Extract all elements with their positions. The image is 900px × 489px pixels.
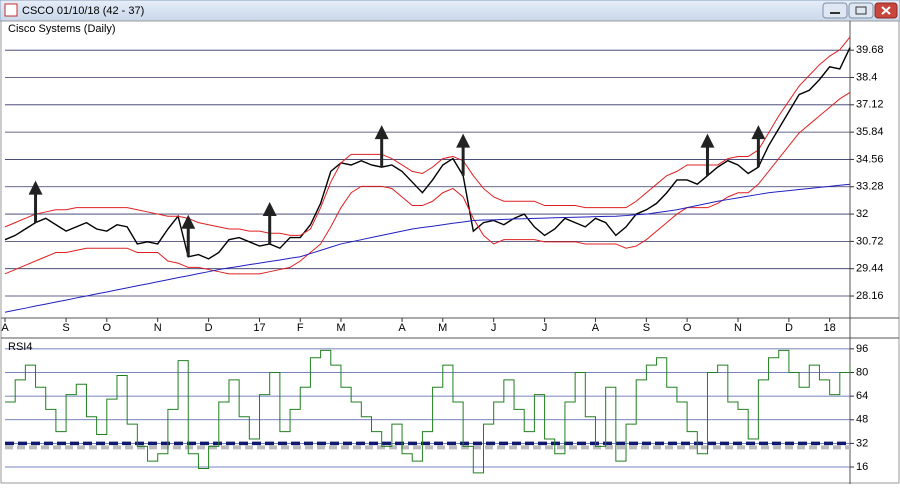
signal-arrow	[28, 180, 43, 223]
x-tick-label: M	[336, 322, 345, 334]
arrow-head	[374, 125, 389, 140]
signal-arrow	[374, 125, 389, 168]
x-tick-label: N	[734, 322, 742, 334]
signal-arrow	[751, 125, 766, 168]
window-buttons	[822, 2, 898, 19]
y-tick-label: 96	[856, 343, 868, 355]
signal-arrow	[456, 133, 471, 176]
x-tick-label: J	[542, 322, 548, 334]
y-tick-label: 32	[856, 208, 868, 220]
arrow-head	[28, 180, 43, 195]
y-tick-label: 29.44	[856, 263, 884, 275]
y-tick-label: 32	[856, 437, 868, 449]
x-tick-label: N	[154, 322, 162, 334]
maximize-button[interactable]	[848, 2, 874, 19]
arrow-head	[456, 133, 471, 148]
minimize-button[interactable]	[822, 2, 848, 19]
x-tick-label: D	[205, 322, 213, 334]
x-tick-label: S	[62, 322, 69, 334]
arrow-head	[181, 214, 196, 229]
x-tick-label: D	[785, 322, 793, 334]
window-frame	[0, 20, 900, 484]
x-tick-label: F	[297, 322, 304, 334]
arrow-head	[700, 133, 715, 148]
y-tick-label: 34.56	[856, 153, 884, 165]
window-title: CSCO 01/10/18 (42 - 37)	[22, 5, 144, 17]
x-tick-label: A	[1, 322, 9, 334]
app-icon	[4, 3, 18, 17]
x-tick-label: O	[683, 322, 692, 334]
y-tick-label: 38.4	[856, 71, 877, 83]
x-tick-label: A	[398, 322, 406, 334]
x-tick-label: O	[103, 322, 112, 334]
signal-arrow	[262, 201, 277, 244]
y-tick-label: 33.28	[856, 181, 884, 193]
y-tick-label: 48	[856, 414, 868, 426]
x-tick-label: 18	[824, 322, 836, 334]
y-tick-label: 37.12	[856, 99, 884, 111]
series-line	[4, 92, 851, 275]
x-tick-label: 17	[253, 322, 265, 334]
maximize-icon	[855, 6, 867, 15]
y-tick-label: 64	[856, 390, 868, 402]
y-tick-label: 35.84	[856, 126, 884, 138]
x-tick-label: A	[592, 322, 600, 334]
y-tick-label: 80	[856, 366, 868, 378]
series-line	[4, 183, 851, 313]
arrow-head	[262, 201, 277, 216]
y-tick-label: 39.68	[856, 44, 884, 56]
close-icon	[881, 6, 891, 15]
y-tick-label: 28.16	[856, 290, 884, 302]
panel-title: RSI4	[8, 341, 32, 353]
x-tick-label: S	[643, 322, 650, 334]
signal-arrow	[700, 133, 715, 176]
series-line	[5, 349, 851, 474]
series-line	[4, 36, 851, 236]
x-tick-label: M	[438, 322, 447, 334]
panel-title: Cisco Systems (Daily)	[8, 23, 116, 35]
series-line	[4, 47, 851, 260]
y-tick-label: 30.72	[856, 235, 884, 247]
x-tick-label: J	[491, 322, 497, 334]
arrow-head	[751, 125, 766, 140]
y-tick-label: 16	[856, 461, 868, 473]
signal-arrow	[181, 214, 196, 257]
